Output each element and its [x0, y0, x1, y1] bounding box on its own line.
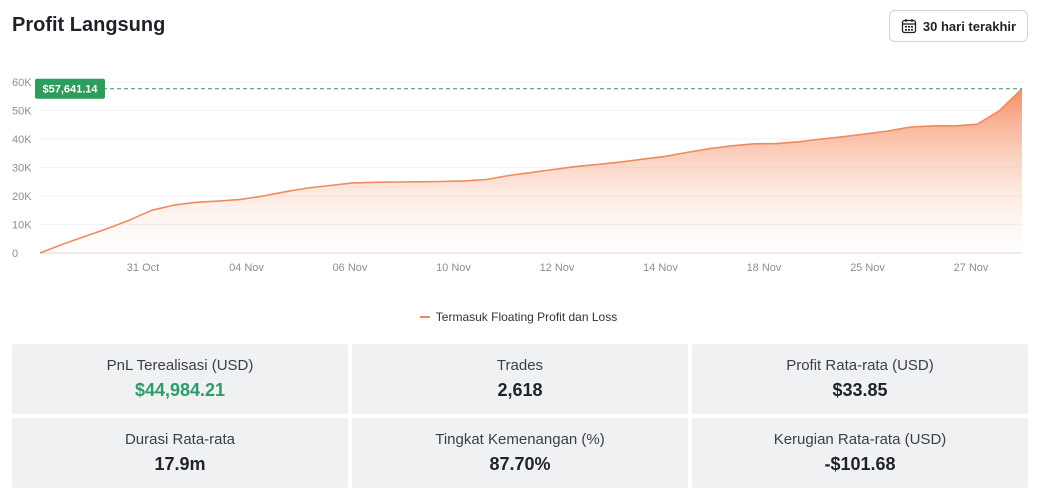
- stats-grid: PnL Terealisasi (USD) $44,984.21 Trades …: [12, 344, 1028, 488]
- legend-label: Termasuk Floating Profit dan Loss: [435, 310, 618, 324]
- stat-average-loss: Kerugian Rata-rata (USD) -$101.68: [692, 418, 1028, 488]
- stat-label: Tingkat Kemenangan (%): [435, 431, 605, 448]
- stat-value: -$101.68: [824, 454, 896, 474]
- stat-label: Profit Rata-rata (USD): [786, 357, 934, 374]
- profit-chart: 0 10K 20K 30K 40K 50K 60K 31 Oct 04 Nov 06 Nov 10 …: [0, 60, 1037, 330]
- y-tick-label: 0: [12, 248, 18, 260]
- chart-legend: Termasuk Floating Profit dan Loss: [0, 310, 1037, 324]
- y-tick-label: 10K: [12, 220, 32, 232]
- stat-label: Durasi Rata-rata: [124, 431, 236, 448]
- calendar-icon: [901, 18, 917, 34]
- date-range-button[interactable]: 30 hari terakhir: [889, 10, 1028, 42]
- x-tick-label: 12 Nov: [540, 262, 575, 274]
- x-tick-label: 14 Nov: [643, 262, 678, 274]
- date-range-label: 30 hari terakhir: [922, 18, 1017, 34]
- stat-value: 17.9m: [154, 454, 206, 474]
- stat-average-duration: Durasi Rata-rata 17.9m: [12, 418, 348, 488]
- y-tick-label: 50K: [12, 106, 32, 118]
- x-tick-label: 06 Nov: [333, 262, 368, 274]
- stat-value: 87.70%: [489, 454, 551, 474]
- stat-realized-pnl: PnL Terealisasi (USD) $44,984.21: [12, 344, 348, 414]
- reference-label: $57,641.14: [42, 84, 98, 96]
- x-tick-label: 04 Nov: [229, 262, 264, 274]
- y-tick-label: 20K: [12, 191, 32, 203]
- stat-trades: Trades 2,618: [352, 344, 688, 414]
- y-tick-label: 30K: [12, 163, 32, 175]
- legend-swatch: [419, 316, 430, 318]
- x-tick-label: 31 Oct: [127, 262, 159, 274]
- stat-value: $33.85: [832, 380, 888, 400]
- x-tick-label: 25 Nov: [850, 262, 885, 274]
- y-tick-label: 40K: [12, 134, 32, 146]
- stat-label: Kerugian Rata-rata (USD): [773, 431, 947, 448]
- page-title: Profit Langsung: [12, 14, 166, 36]
- series-line: [39, 88, 1023, 254]
- stat-label: PnL Terealisasi (USD): [106, 357, 254, 374]
- stat-win-rate: Tingkat Kemenangan (%) 87.70%: [352, 418, 688, 488]
- series-area: [40, 88, 1022, 253]
- y-tick-label: 60K: [12, 77, 32, 89]
- profit-chart-svg: 0 10K 20K 30K 40K 50K 60K 31 Oct 04 Nov 06 Nov 10 …: [12, 77, 1023, 274]
- x-tick-label: 18 Nov: [747, 262, 782, 274]
- x-tick-label: 10 Nov: [436, 262, 471, 274]
- x-tick-label: 27 Nov: [954, 262, 989, 274]
- stat-value: 2,618: [497, 380, 543, 400]
- stat-value: $44,984.21: [134, 380, 226, 400]
- stat-average-profit: Profit Rata-rata (USD) $33.85: [692, 344, 1028, 414]
- stat-label: Trades: [496, 357, 544, 374]
- reference-badge: [35, 78, 105, 99]
